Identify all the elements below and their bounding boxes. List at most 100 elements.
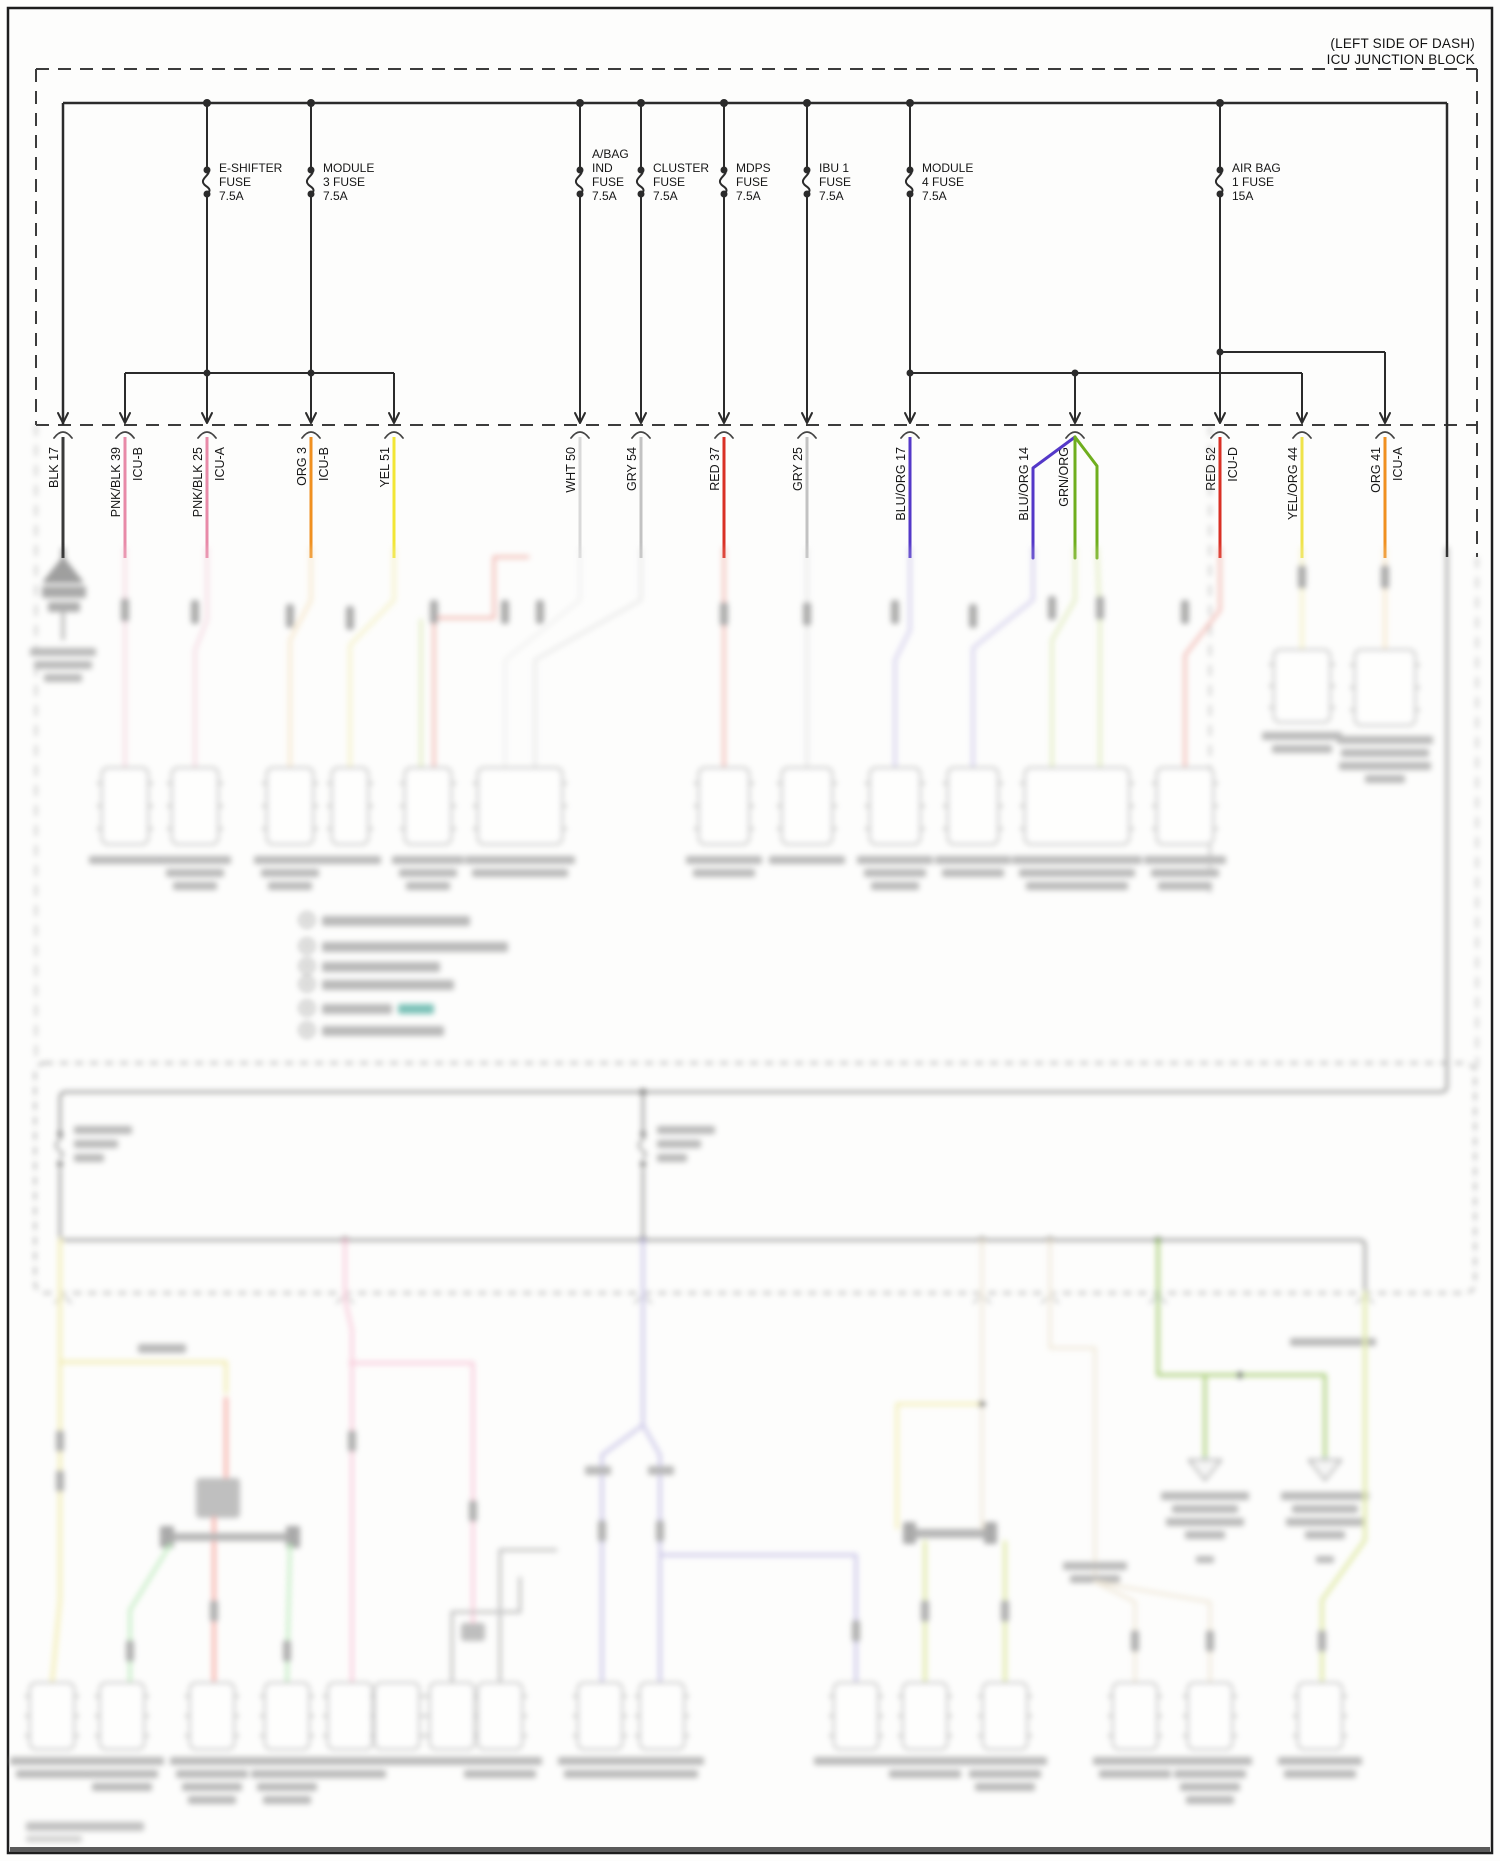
svg-text:ICU-A: ICU-A [213,446,227,481]
ground-splice [30,548,96,682]
svg-text:7.5A: 7.5A [922,189,947,203]
wire-red-37: RED 37 [708,431,734,558]
svg-text:GRN/ORG: GRN/ORG [1057,447,1071,507]
lower-wires [50,1238,1376,1685]
svg-text:7.5A: 7.5A [819,189,844,203]
wire-yel-org-44: YEL/ORG 44 [1286,431,1312,558]
svg-text:E-SHIFTER: E-SHIFTER [219,161,283,175]
svg-text:ICU-B: ICU-B [317,447,331,481]
component-box [185,1682,239,1750]
dash-location-label: (LEFT SIDE OF DASH) [1330,36,1475,51]
wire-pnk-blk-25: PNK/BLK 25 ICU-A [191,431,227,558]
component-box [400,767,456,845]
svg-text:FUSE: FUSE [219,175,251,189]
blurred-lower-section [10,425,1478,1842]
svg-text:FUSE: FUSE [592,175,624,189]
component-box [1108,1682,1162,1750]
svg-text:7.5A: 7.5A [323,189,348,203]
svg-text:CLUSTER: CLUSTER [653,161,709,175]
svg-text:MODULE: MODULE [323,161,374,175]
wire-yel-51: YEL 51 [378,431,404,558]
component-box [898,1682,952,1750]
component-box [95,1682,149,1750]
svg-text:IBU 1: IBU 1 [819,161,849,175]
component-box [370,1682,424,1750]
component-box [1152,767,1218,845]
component-box [978,1682,1032,1750]
svg-text:7.5A: 7.5A [592,189,617,203]
component-box [327,767,373,845]
component-box [573,1682,627,1750]
svg-text:7.5A: 7.5A [219,189,244,203]
component-box [473,1682,527,1750]
component-box [829,1682,883,1750]
wire-gry-25: GRY 25 [791,431,817,558]
fuse-routing [57,200,1391,424]
component-box [694,767,754,845]
component-box [777,767,837,845]
svg-text:RED 37: RED 37 [708,447,722,491]
svg-text:YEL 51: YEL 51 [378,447,392,488]
svg-text:3 FUSE: 3 FUSE [323,175,365,189]
svg-text:ICU-D: ICU-D [1226,447,1240,482]
legend [299,912,508,1038]
component-box [1183,1682,1237,1750]
component-box [25,1682,79,1750]
wire-blk-17: BLK 17 [47,431,73,558]
mid-wires [121,546,1389,770]
svg-text:ICU-B: ICU-B [131,447,145,481]
svg-text:PNK/BLK 25: PNK/BLK 25 [191,447,205,517]
svg-text:ICU-A: ICU-A [1391,446,1405,481]
component-box [425,1682,479,1750]
wire-gry-54: GRY 54 [625,431,651,558]
wire-blu-org-17: BLU/ORG 17 [894,431,920,558]
svg-text:FUSE: FUSE [819,175,851,189]
svg-text:PNK/BLK 39: PNK/BLK 39 [109,447,123,517]
svg-text:AIR BAG: AIR BAG [1232,161,1281,175]
wire-org-41: ORG 41 ICU-A [1369,431,1405,558]
component-box [1020,767,1134,845]
component-box [473,767,567,845]
svg-text:MDPS: MDPS [736,161,771,175]
component-box [635,1682,689,1750]
svg-text:BLU/ORG 17: BLU/ORG 17 [894,447,908,521]
lower-junction-section [34,546,1476,1304]
component-box [260,1682,314,1750]
svg-text:GRY 25: GRY 25 [791,447,805,491]
wire-org-3: ORG 3 ICU-B [295,431,331,558]
svg-text:IND: IND [592,161,613,175]
page-border [6,6,1494,1855]
component-box [1350,649,1420,726]
component-box [262,767,318,845]
svg-text:7.5A: 7.5A [736,189,761,203]
icu-junction-block-label: ICU JUNCTION BLOCK [1326,52,1475,67]
svg-text:BLU/ORG 14: BLU/ORG 14 [1017,447,1031,521]
wire-wht-50: WHT 50 [564,431,590,558]
svg-text:ORG 3: ORG 3 [295,447,309,486]
icu-junction-block-box [35,68,1478,557]
svg-text:4 FUSE: 4 FUSE [922,175,964,189]
svg-text:ORG 41: ORG 41 [1369,447,1383,493]
component-box [1269,649,1335,723]
svg-text:YEL/ORG 44: YEL/ORG 44 [1286,447,1300,520]
svg-text:FUSE: FUSE [736,175,768,189]
svg-text:GRY 54: GRY 54 [625,447,639,491]
wire-pnk-blk-39: PNK/BLK 39 ICU-B [109,431,145,558]
component-box [865,767,925,845]
component-box [97,767,153,845]
svg-text:BLK 17: BLK 17 [47,447,61,488]
connector-row: BLK 17 PNK/BLK 39 ICU-B PNK/BLK 25 ICU-A ORG … [47,431,1405,560]
component-box [1293,1682,1347,1750]
svg-text:A/BAG: A/BAG [592,147,629,161]
component-box [943,767,1003,845]
svg-text:MODULE: MODULE [922,161,973,175]
